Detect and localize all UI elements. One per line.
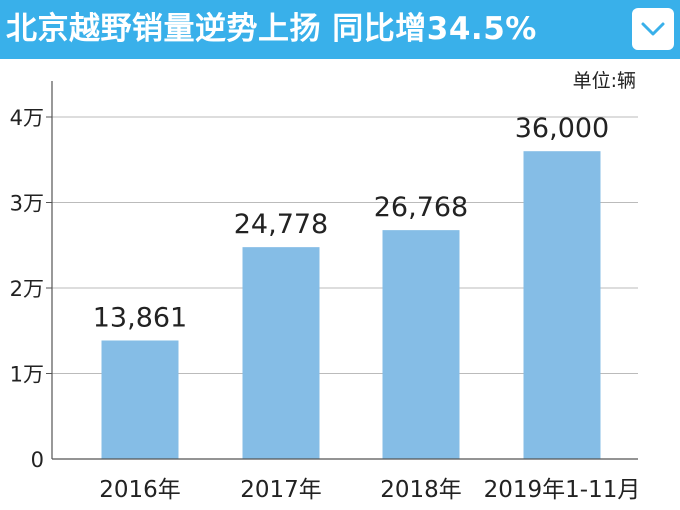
y-tick-label: 1万 bbox=[10, 363, 44, 387]
x-category-label: 2017年 bbox=[240, 477, 322, 503]
y-tick-label: 0 bbox=[31, 448, 44, 472]
bar-value-label: 24,778 bbox=[234, 209, 328, 240]
chevron-down-icon bbox=[641, 22, 665, 36]
x-category-label: 2018年 bbox=[380, 477, 462, 503]
bar bbox=[242, 247, 320, 459]
bar-value-label: 26,768 bbox=[374, 192, 468, 223]
page-title: 北京越野销量逆势上扬 同比增34.5% bbox=[6, 11, 537, 47]
bar bbox=[382, 230, 460, 459]
collapse-toggle-button[interactable] bbox=[632, 8, 674, 50]
x-category-label: 2016年 bbox=[99, 477, 181, 503]
x-category-label: 2019年1-11月 bbox=[484, 477, 641, 503]
bar-value-label: 13,861 bbox=[93, 302, 187, 333]
y-tick-label: 4万 bbox=[10, 106, 44, 130]
bar-value-label: 36,000 bbox=[515, 113, 609, 144]
y-tick-label: 3万 bbox=[10, 192, 44, 216]
bar bbox=[523, 151, 601, 459]
bar bbox=[101, 340, 179, 459]
header-banner: 北京越野销量逆势上扬 同比增34.5% bbox=[0, 0, 680, 59]
y-tick-label: 2万 bbox=[10, 277, 44, 301]
unit-label: 单位:辆 bbox=[572, 70, 636, 92]
